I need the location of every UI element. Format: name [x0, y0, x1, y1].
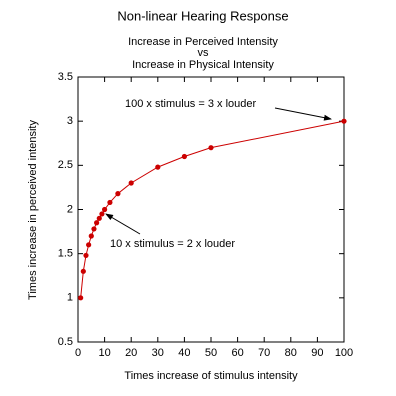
data-point	[78, 295, 84, 301]
y-tick-label: 0.5	[58, 336, 73, 348]
data-point	[83, 252, 89, 259]
data-point	[96, 215, 102, 221]
data-point	[102, 206, 108, 213]
data-point	[80, 268, 86, 274]
annotation-arrow	[274, 107, 332, 121]
y-tick-label: 3.5	[58, 71, 73, 83]
y-tick-label: 3	[67, 115, 73, 127]
data-point	[99, 211, 105, 217]
y-tick-label: 2.5	[58, 159, 73, 171]
subtitle: vs	[198, 47, 210, 59]
data-point	[91, 226, 97, 232]
data-point	[181, 153, 187, 160]
y-tick-label: 1.5	[58, 248, 73, 260]
x-tick-label: 50	[205, 347, 217, 359]
subtitle: Increase in Perceived Intensity	[128, 36, 278, 48]
x-tick-label: 0	[75, 347, 81, 359]
y-tick-label: 2	[67, 203, 73, 215]
x-tick-label: 10	[98, 347, 110, 359]
data-point	[86, 242, 92, 248]
data-point	[155, 164, 161, 170]
data-point	[128, 180, 134, 186]
x-tick-label: 40	[178, 347, 190, 359]
x-tick-label: 30	[152, 347, 164, 359]
subtitle: Increase in Physical Intensity	[132, 59, 274, 71]
data-point	[107, 199, 113, 206]
x-tick-label: 100	[335, 347, 353, 359]
data-point	[88, 233, 94, 239]
y-tick-label: 1	[67, 292, 73, 304]
data-point	[341, 118, 347, 124]
x-tick-label: 80	[285, 347, 297, 359]
x-tick-label: 90	[311, 347, 323, 359]
data-point	[115, 191, 121, 197]
data-point	[208, 145, 214, 151]
x-tick-label: 60	[231, 347, 243, 359]
x-tick-label: 20	[125, 347, 137, 359]
data-point	[94, 220, 100, 226]
y-axis-label: Times increase in perceived intensity	[27, 120, 39, 300]
annotation: 100 x stimulus = 3 x louder	[125, 98, 256, 110]
annotation: 10 x stimulus = 2 x louder	[110, 238, 235, 250]
x-tick-label: 70	[258, 347, 270, 359]
chart-title: Non-linear Hearing Response	[117, 8, 288, 23]
x-axis-label: Times increase of stimulus intensity	[124, 370, 298, 382]
annotation-arrow	[105, 213, 141, 235]
